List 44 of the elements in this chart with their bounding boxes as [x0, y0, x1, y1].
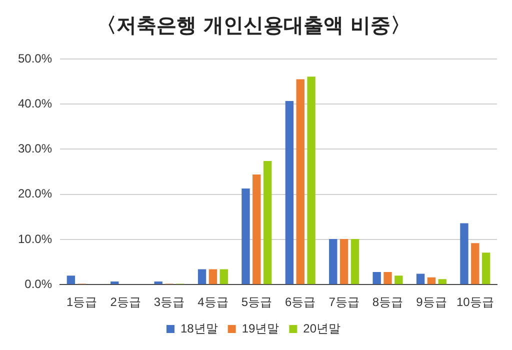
bar	[471, 243, 480, 284]
bar	[110, 281, 119, 284]
bar	[438, 279, 446, 284]
legend-label: 19년말	[242, 321, 280, 336]
bar	[296, 79, 304, 284]
bar	[208, 269, 218, 284]
bar	[482, 252, 490, 284]
y-tick-label: 10.0%	[18, 232, 52, 246]
x-tick-label: 7등급	[328, 295, 360, 310]
x-tick-label: 6등급	[285, 295, 316, 310]
x-tick-label: 2등급	[110, 295, 141, 310]
bar	[198, 269, 206, 284]
bar	[350, 239, 360, 284]
chart-title: 〈저축은행 개인신용대출액 비중〉	[96, 13, 410, 38]
bar	[416, 274, 425, 284]
bar	[154, 281, 162, 284]
bar	[66, 276, 76, 284]
bar	[307, 76, 316, 284]
bar	[242, 188, 250, 284]
bar	[329, 239, 338, 284]
x-tick-label: 1등급	[66, 295, 98, 310]
bar	[252, 174, 261, 284]
bar	[427, 277, 436, 284]
y-tick-label: 20.0%	[18, 186, 52, 201]
x-tick-label: 3등급	[154, 295, 185, 310]
bar	[460, 223, 468, 284]
x-tick-label: 9등급	[416, 295, 447, 310]
x-tick-label: 10등급	[456, 295, 494, 310]
legend-label: 20년말	[303, 321, 341, 336]
bar	[220, 269, 228, 284]
y-tick-label: 50.0%	[18, 51, 52, 66]
bar	[372, 272, 381, 284]
legend-label: 18년말	[180, 321, 218, 336]
x-tick-label: 5등급	[241, 295, 272, 310]
bar	[285, 100, 294, 284]
bar	[394, 276, 403, 284]
bar	[340, 239, 348, 284]
x-tick-label: 4등급	[198, 295, 228, 310]
bar	[384, 272, 392, 284]
bar	[263, 160, 272, 284]
y-tick-label: 30.0%	[18, 142, 52, 156]
y-tick-label: 0.0%	[24, 276, 52, 291]
x-tick-label: 8등급	[372, 295, 404, 310]
y-tick-label: 40.0%	[18, 96, 52, 110]
